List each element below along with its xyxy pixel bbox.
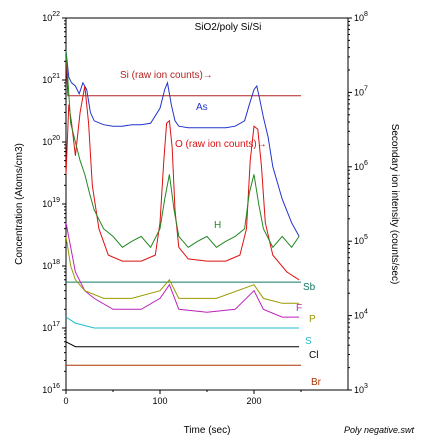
y-tick-label-left: 1022 [42,11,60,23]
y-tick-label-left: 1020 [42,135,60,147]
x-tick-label: 200 [246,396,261,406]
series-label: S [305,336,312,347]
series-label: P [309,314,316,325]
series-line-h [65,50,300,249]
y-tick-label-left: 1017 [42,321,60,333]
y-tick-label-left: 1019 [42,197,60,209]
chart-title: SiO2/poly Si/Si [195,22,262,33]
x-tick-label: 100 [152,396,167,406]
series-line-si [65,56,301,97]
y-tick-label-right: 106 [354,160,368,172]
x-axis-label: Time (sec) [184,425,231,436]
series-labels: Si (raw ion counts)→ As O (raw ion counts)… [120,70,322,388]
y-tick-label-left: 1021 [42,73,60,85]
series-line-p [65,236,300,304]
series-line-s [65,316,300,329]
x-tick-label: 0 [63,396,68,406]
series-label: H [214,220,221,231]
y-tick-label-right: 107 [354,85,368,97]
series-line-cl [65,341,300,348]
series-line-f [65,222,300,318]
series-label: Si (raw ion counts)→ [120,70,213,81]
y-tick-label-right: 103 [354,383,368,395]
series-label: F [296,303,302,314]
y-tick-label-left: 1016 [42,383,60,395]
series-label: O (raw ion counts)→ [175,139,267,150]
series-label: As [196,102,208,113]
file-name-footer: Poly negative.swt [344,425,415,435]
y-axis-label-left: Concentration (Atoms/cm3) [14,143,25,265]
series-label: Br [311,377,322,388]
series-line-o [65,85,300,281]
y-tick-label-right: 104 [354,309,368,321]
axes: 0 100 200 1016 1017 1018 1019 1020 1021 1022 103 10… [42,11,368,406]
series-line-as [65,50,300,237]
y-tick-label-right: 108 [354,11,368,23]
y-axis-label-right: Secondary ion intensity (counts/sec) [389,124,400,285]
series-label: Sb [303,282,316,293]
y-tick-label-right: 105 [354,234,368,246]
series-label: Cl [309,350,318,361]
plot-area [65,50,301,366]
y-tick-label-left: 1018 [42,259,60,271]
